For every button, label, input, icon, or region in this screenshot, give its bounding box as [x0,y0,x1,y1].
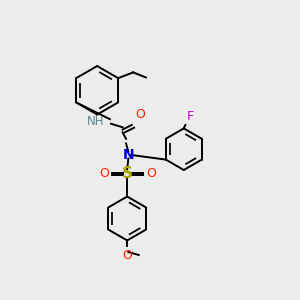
Text: O: O [135,109,145,122]
Text: NH: NH [87,115,104,128]
Text: O: O [122,248,132,262]
Text: O: O [146,167,156,180]
Text: N: N [122,148,134,162]
Text: S: S [122,166,133,181]
Text: O: O [99,167,109,180]
Text: F: F [187,110,194,123]
